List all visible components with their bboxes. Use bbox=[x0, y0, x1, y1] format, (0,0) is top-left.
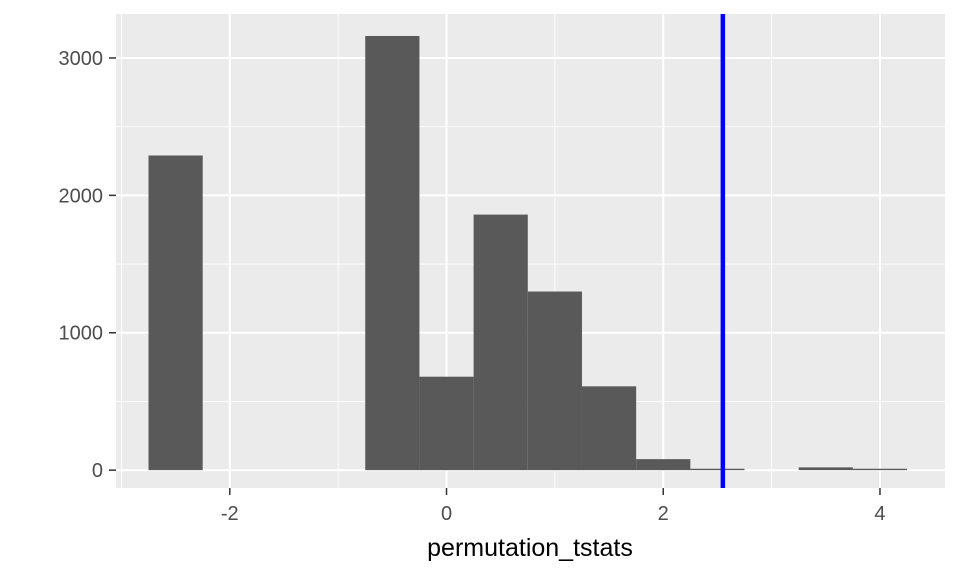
histogram-bar bbox=[636, 459, 691, 471]
grid-minor bbox=[116, 14, 945, 488]
histogram-bar bbox=[690, 468, 745, 471]
histogram-bar bbox=[527, 291, 582, 471]
y-axis: 0 1000 2000 3000 bbox=[59, 48, 116, 482]
histogram-bar bbox=[581, 386, 637, 471]
x-axis-title: permutation_tstats bbox=[427, 534, 633, 562]
histogram-bar bbox=[148, 155, 203, 471]
y-tick-label: 1000 bbox=[59, 323, 104, 345]
histogram-bar bbox=[852, 468, 908, 471]
x-tick-label: 2 bbox=[658, 503, 669, 525]
histogram-bar bbox=[419, 376, 474, 471]
x-axis: -2 0 2 4 bbox=[221, 488, 886, 525]
bars bbox=[148, 35, 908, 471]
x-tick-label: -2 bbox=[221, 503, 239, 525]
y-tick-label: 3000 bbox=[59, 48, 104, 70]
x-tick-label: 4 bbox=[874, 503, 885, 525]
y-tick-label: 0 bbox=[92, 460, 103, 482]
histogram-bar bbox=[365, 35, 420, 471]
histogram-bar bbox=[473, 214, 528, 471]
histogram-bar bbox=[798, 467, 853, 471]
x-tick-label: 0 bbox=[441, 503, 452, 525]
y-tick-label: 2000 bbox=[59, 185, 104, 207]
